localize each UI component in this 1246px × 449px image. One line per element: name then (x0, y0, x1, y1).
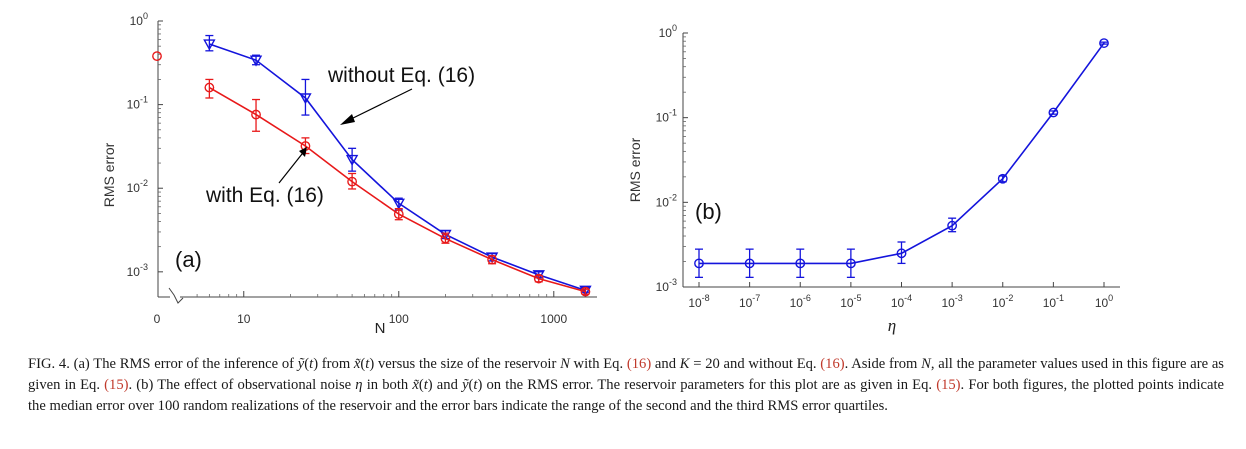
y-tick-label: 10-2 (127, 178, 148, 195)
outlier-point-zero (152, 51, 162, 62)
caption-text: and (651, 356, 680, 372)
without-eq16-point (249, 55, 263, 67)
noise-series-point (744, 258, 755, 269)
caption-text: FIG. 4. (a) The RMS error of the inferen… (28, 356, 298, 372)
annotation-without-eq16: without Eq. (16) (327, 64, 475, 87)
figure-caption: FIG. 4. (a) The RMS error of the inferen… (28, 354, 1224, 417)
math-x-tilde: x̃ (353, 356, 361, 372)
noise-series-point (795, 258, 806, 269)
noise-series-point (1099, 38, 1109, 48)
caption-text: . For both figures, the plotted points i… (28, 377, 1225, 414)
y-tick-label: 10-2 (656, 192, 677, 209)
panel-b-y-axis-label: RMS error (627, 137, 643, 202)
x-tick-label: 10-5 (840, 293, 861, 310)
y-tick-label: 100 (130, 11, 148, 28)
math-paren-open: ( (418, 377, 424, 393)
noise-series-point (1048, 107, 1059, 118)
caption-text: ) and (427, 377, 463, 393)
x-tick-label: 10 (237, 312, 251, 326)
x-tick-label: 10-2 (992, 293, 1013, 310)
y-tick-label: 10-3 (656, 277, 677, 294)
caption-text: ) on the RMS error. The reservoir parame… (477, 377, 937, 393)
math-t: t (309, 356, 314, 372)
math-K: K (679, 356, 690, 372)
x-tick-label: 10-6 (790, 293, 811, 310)
without-eq16-point (299, 93, 312, 105)
x-tick-label: 10-4 (891, 293, 912, 310)
caption-text: . Aside from (844, 356, 922, 372)
equation-ref-16[interactable]: (16) (626, 356, 652, 372)
caption-text: ) from (313, 356, 354, 372)
math-t: t (473, 377, 478, 393)
x-tick-label: 10-8 (688, 293, 709, 310)
panel-b-label: (b) (695, 199, 722, 224)
with-eq16-point (251, 109, 261, 120)
x-tick-label: 100 (389, 312, 409, 326)
math-t: t (423, 377, 428, 393)
math-paren-open: ( (304, 356, 310, 372)
figure-4: 100 10-1 10-2 10-3 0 10 100 1000 (a) N RMS erro… (101, 11, 1120, 337)
y-tick-label: 100 (659, 23, 677, 40)
caption-text: . (b) The effect of observational noise (128, 377, 356, 393)
caption-text: with Eq. (569, 356, 627, 372)
y-tick-label: 10-1 (127, 95, 148, 112)
math-N: N (560, 356, 570, 372)
math-y-tilde: ỹ (297, 356, 305, 372)
axis-break (168, 287, 184, 304)
equation-ref-15[interactable]: (15) (936, 377, 961, 393)
panel-a-x-axis-label: N (375, 320, 386, 337)
with-eq16-point (487, 254, 498, 265)
x-tick-label: 0 (154, 312, 161, 326)
x-tick-label: 1000 (540, 312, 567, 326)
annotation-arrow-without (340, 88, 413, 125)
x-tick-label: 10-1 (1043, 293, 1064, 310)
with-eq16-point (204, 82, 215, 93)
caption-text: ) versus the size of the reservoir (369, 356, 561, 372)
noise-series-point (997, 173, 1008, 184)
without-eq16-point (203, 39, 216, 51)
with-eq16-point (347, 176, 358, 187)
annotation-arrow-with (278, 147, 307, 184)
with-eq16-point (440, 233, 451, 244)
without-eq16-point (345, 154, 359, 167)
y-tick-label: 10-1 (656, 108, 677, 125)
noise-series-line (699, 42, 1105, 265)
math-t: t (365, 356, 370, 372)
panel-a-label: (a) (175, 247, 202, 272)
x-tick-label: 10-7 (739, 293, 760, 310)
caption-text: = 20 and without Eq. (689, 356, 821, 372)
x-tick-label: 100 (1095, 293, 1113, 310)
with-eq16-point (533, 273, 544, 284)
with-eq16-point (393, 209, 404, 220)
x-tick-label: 10-3 (941, 293, 962, 310)
math-x-tilde: x̃ (412, 377, 419, 393)
panel-b-x-axis-label: η (888, 316, 896, 335)
noise-series-point (845, 258, 856, 269)
with-eq16-point (580, 286, 591, 297)
panel-a-chart: 100 10-1 10-2 10-3 0 10 100 1000 (a) N RMS erro… (101, 11, 597, 337)
noise-series-point (896, 248, 907, 259)
noise-series-point (947, 220, 958, 231)
equation-ref-15[interactable]: (15) (104, 377, 129, 393)
annotation-with-eq16: with Eq. (16) (205, 184, 324, 207)
without-eq16-point (392, 198, 405, 210)
noise-series-point (694, 258, 704, 269)
math-y-tilde: ỹ (462, 377, 469, 393)
math-paren-open: ( (360, 356, 366, 372)
panel-b-chart: 100 10-1 10-2 10-3 10-8 10-7 10-6 10-5 10-4 10-3 1… (627, 23, 1120, 335)
panel-a-y-axis-label: RMS error (101, 142, 117, 207)
equation-ref-16[interactable]: (16) (820, 356, 845, 372)
caption-text: , all the parameter values used in this … (28, 356, 1224, 393)
y-tick-label: 10-3 (127, 262, 148, 279)
math-eta: η (355, 377, 363, 393)
math-N: N (921, 356, 931, 372)
caption-text: in both (362, 377, 413, 393)
math-paren-open: ( (468, 377, 474, 393)
